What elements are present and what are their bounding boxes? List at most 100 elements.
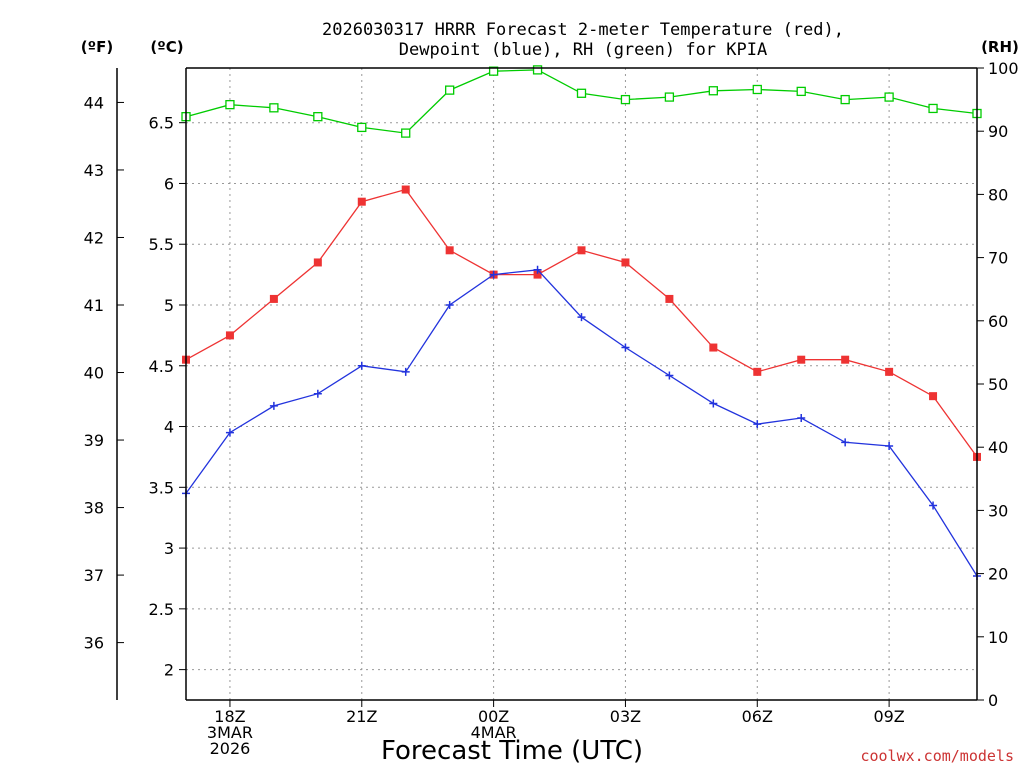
rh-tick-label: 30 [988,501,1008,520]
rh-point [357,122,367,133]
grid-lines [186,68,977,700]
x-tick-label: 06Z [742,707,773,726]
dewpoint-point [401,367,410,376]
dewpoint-point [885,441,894,450]
temperature-point [445,246,454,255]
rh-tick-label: 60 [988,312,1008,331]
celsius-tick-label: 5 [164,296,174,315]
celsius-axis-unit: (ºC) [150,38,183,56]
fahrenheit-tick-label: 40 [84,364,104,383]
x-tick-label: 21Z [346,707,377,726]
rh-point [752,84,762,95]
temperature-point [401,185,410,194]
rh-point [576,88,587,98]
x-tick-label: 00Z [478,707,509,726]
fahrenheit-tick-label: 37 [84,566,104,585]
x-tick-label: 18Z [214,707,245,726]
rh-series [181,65,982,138]
dewpoint-point [269,401,278,410]
rh-point [225,100,235,110]
rh-point [532,65,543,75]
rh-tick-label: 70 [988,249,1008,268]
temperature-point [841,355,850,364]
rh-tick-label: 80 [988,185,1008,204]
x-axis-label: Forecast Time (UTC) [381,736,643,766]
temperature-point [577,246,586,255]
rh-point [708,86,718,96]
fahrenheit-tick-label: 42 [84,228,104,247]
celsius-tick-label: 6 [164,174,174,193]
fahrenheit-tick-label: 36 [84,634,104,653]
rh-axis-unit: (RH) [981,38,1019,56]
dewpoint-point [841,438,850,447]
dewpoint-point [445,301,454,309]
dewpoint-point [489,270,498,279]
dewpoint-point [709,399,718,408]
temperature-point [225,331,234,340]
temperature-point [269,294,278,303]
celsius-tick-label: 4 [164,418,174,437]
celsius-tick-label: 4.5 [149,357,174,376]
fahrenheit-tick-label: 43 [84,161,104,180]
dewpoint-point [797,414,806,423]
temperature-point [533,270,542,279]
temperature-point [797,355,806,364]
rh-point [840,94,850,105]
temperature-point [929,392,938,401]
fahrenheit-tick-label: 44 [84,93,104,112]
rh-point [488,66,499,76]
dewpoint-point [313,389,322,398]
x-tick-label: 4MAR [471,723,517,742]
rh-point [884,92,894,102]
celsius-tick-label: 3.5 [149,478,174,497]
series-group [181,65,982,581]
dewpoint-point [357,361,366,370]
temperature-point [885,367,894,376]
rh-point [620,94,631,105]
credit-text: coolwx.com/models [860,747,1014,765]
rh-point [313,112,323,122]
temperature-series [182,185,981,461]
temperature-point [709,343,718,352]
rh-tick-label: 20 [988,565,1008,584]
rh-tick-label: 100 [988,59,1019,78]
rh-point [664,92,675,102]
rh-line [185,69,978,134]
dewpoint-point [225,428,234,437]
celsius-tick-label: 6.5 [149,114,174,133]
dewpoint-point [577,313,586,322]
rh-tick-label: 90 [988,122,1008,141]
rh-point [928,103,938,114]
x-tick-label: 03Z [610,707,641,726]
dewpoint-point [929,501,938,510]
celsius-tick-label: 2.5 [149,600,174,619]
x-tick-label: 09Z [873,707,904,726]
rh-tick-label: 10 [988,628,1008,647]
dewpoint-point [533,265,542,274]
fahrenheit-axis-unit: (ºF) [81,38,113,56]
rh-point [269,103,279,113]
dewpoint-point [753,420,762,429]
rh-point [401,128,411,138]
fahrenheit-tick-label: 41 [84,296,104,315]
temperature-point [621,258,630,267]
x-tick-label: 2026 [210,739,251,758]
dewpoint-series [182,265,981,581]
dewpoint-point [621,343,630,352]
rh-tick-label: 0 [988,691,998,710]
fahrenheit-tick-label: 39 [84,431,104,450]
dewpoint-point [665,371,674,380]
chart-title-line2: Dewpoint (blue), RH (green) for KPIA [399,40,767,60]
temperature-line [185,188,978,458]
axes: 2 2.5 3 3.5 4 4.5 5 5.5 6 6.5 36 37 38 39 40 41 42 43 44 0 1… [84,59,1019,758]
temperature-point [313,258,322,267]
celsius-tick-label: 3 [164,539,174,558]
rh-point [445,85,455,95]
temperature-point [357,197,366,206]
temperature-point [665,294,674,303]
rh-tick-label: 50 [988,375,1008,394]
fahrenheit-tick-label: 38 [84,499,104,518]
x-tick-label: 3MAR [207,723,253,742]
temperature-point [753,367,762,376]
